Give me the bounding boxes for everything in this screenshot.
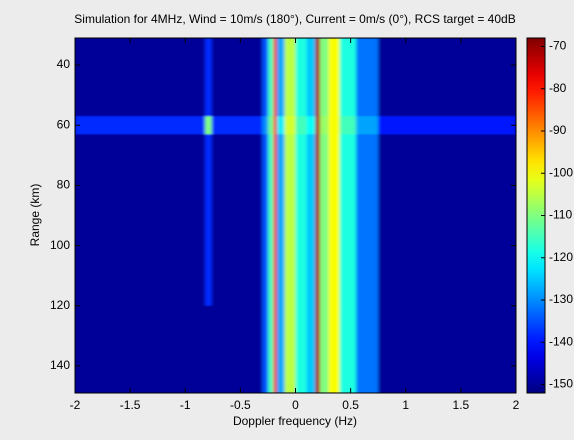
heatmap-cell bbox=[205, 38, 213, 117]
heatmap-cell bbox=[205, 305, 213, 393]
x-tick-label: -0.5 bbox=[230, 398, 251, 412]
x-tick-label: -2 bbox=[70, 398, 81, 412]
x-tick-label: -1 bbox=[180, 398, 191, 412]
heatmap-cell bbox=[378, 305, 516, 393]
colorbar-scale bbox=[527, 38, 545, 393]
heatmap-cell bbox=[276, 38, 285, 117]
heatmap-cell bbox=[339, 38, 357, 117]
heatmap-cell bbox=[378, 134, 516, 307]
y-tick-label: 80 bbox=[57, 178, 71, 192]
colorbar-tick-label: -120 bbox=[549, 250, 573, 264]
heatmap-cell bbox=[339, 305, 357, 393]
x-tick-label: 1 bbox=[402, 398, 409, 412]
heatmap bbox=[75, 38, 516, 393]
heatmap-cell bbox=[295, 38, 307, 117]
heatmap-cell bbox=[75, 116, 206, 135]
heatmap-cell bbox=[319, 38, 329, 117]
heatmap-cell bbox=[339, 134, 357, 307]
y-tick-label: 120 bbox=[50, 298, 70, 312]
heatmap-cell bbox=[356, 305, 379, 393]
heatmap-cell bbox=[319, 134, 329, 307]
heatmap-cell bbox=[267, 134, 274, 307]
x-axis-label: Doppler frequency (Hz) bbox=[233, 414, 357, 428]
heatmap-cell bbox=[75, 305, 206, 393]
colorbar-tick-label: -150 bbox=[549, 377, 573, 391]
heatmap-cell bbox=[328, 134, 340, 307]
x-tick-label: 0.5 bbox=[342, 398, 359, 412]
y-tick-label: 40 bbox=[57, 57, 71, 71]
x-tick-label: 2 bbox=[513, 398, 520, 412]
heatmap-cell bbox=[262, 116, 269, 135]
heatmap-cell bbox=[378, 38, 516, 117]
y-axis-label: Range (km) bbox=[28, 184, 42, 247]
heatmap-cell bbox=[267, 116, 274, 135]
heatmap-cell bbox=[306, 116, 316, 135]
heatmap-cell bbox=[306, 305, 316, 393]
heatmap-cell bbox=[267, 305, 274, 393]
heatmap-cell bbox=[205, 116, 213, 135]
y-tick-label: 140 bbox=[50, 358, 70, 372]
heatmap-cell bbox=[315, 116, 321, 135]
heatmap-cell bbox=[211, 38, 263, 117]
heatmap-cell bbox=[315, 134, 321, 307]
heatmap-cell bbox=[284, 38, 296, 117]
heatmap-cell bbox=[306, 38, 316, 117]
colorbar bbox=[527, 38, 545, 393]
heatmap-cell bbox=[339, 116, 357, 135]
heatmap-cell bbox=[284, 116, 296, 135]
colorbar-tick-label: -100 bbox=[549, 165, 573, 179]
heatmap-cell bbox=[319, 116, 329, 135]
heatmap-cell bbox=[295, 305, 307, 393]
heatmap-cell bbox=[205, 134, 213, 307]
heatmap-cell bbox=[273, 38, 278, 117]
heatmap-cell bbox=[319, 305, 329, 393]
heatmap-cell bbox=[273, 305, 278, 393]
heatmap-cell bbox=[284, 134, 296, 307]
colorbar-tick-label: -140 bbox=[549, 334, 573, 348]
colorbar-tick-label: -90 bbox=[549, 123, 567, 137]
heatmap-cell bbox=[276, 305, 285, 393]
heatmap-cell bbox=[211, 116, 263, 135]
colorbar-tick-label: -110 bbox=[549, 208, 572, 222]
heatmap-cell bbox=[306, 134, 316, 307]
y-tick-label: 100 bbox=[50, 238, 70, 252]
x-tick-label: 1.5 bbox=[453, 398, 470, 412]
heatmap-cell bbox=[75, 38, 206, 117]
colorbar-tick-label: -70 bbox=[549, 39, 567, 53]
heatmap-cell bbox=[284, 305, 296, 393]
x-tick-label: -1.5 bbox=[120, 398, 141, 412]
heatmap-cell bbox=[273, 134, 278, 307]
heatmap-cell bbox=[328, 116, 340, 135]
heatmap-cell bbox=[262, 38, 269, 117]
heatmap-cell bbox=[295, 134, 307, 307]
heatmap-cell bbox=[262, 305, 269, 393]
heatmap-cell bbox=[328, 305, 340, 393]
heatmap-cell bbox=[276, 134, 285, 307]
heatmap-cell bbox=[211, 134, 263, 307]
heatmap-cell bbox=[75, 134, 206, 307]
chart-title: Simulation for 4MHz, Wind = 10m/s (180°)… bbox=[74, 12, 515, 26]
heatmap-cell bbox=[356, 116, 379, 135]
heatmap-cell bbox=[356, 134, 379, 307]
heatmap-cell bbox=[315, 38, 321, 117]
heatmap-cell bbox=[211, 305, 263, 393]
heatmap-cell bbox=[315, 305, 321, 393]
heatmap-cell bbox=[295, 116, 307, 135]
heatmap-cell bbox=[276, 116, 285, 135]
y-tick-label: 60 bbox=[57, 117, 71, 131]
heatmap-cell bbox=[328, 38, 340, 117]
x-tick-label: 0 bbox=[292, 398, 299, 412]
colorbar-tick-label: -130 bbox=[549, 292, 573, 306]
colorbar-tick-label: -80 bbox=[549, 81, 567, 95]
heatmap-cell bbox=[267, 38, 274, 117]
heatmap-cell bbox=[273, 116, 278, 135]
heatmap-cell bbox=[262, 134, 269, 307]
heatmap-cell bbox=[378, 116, 516, 135]
heatmap-cell bbox=[356, 38, 379, 117]
